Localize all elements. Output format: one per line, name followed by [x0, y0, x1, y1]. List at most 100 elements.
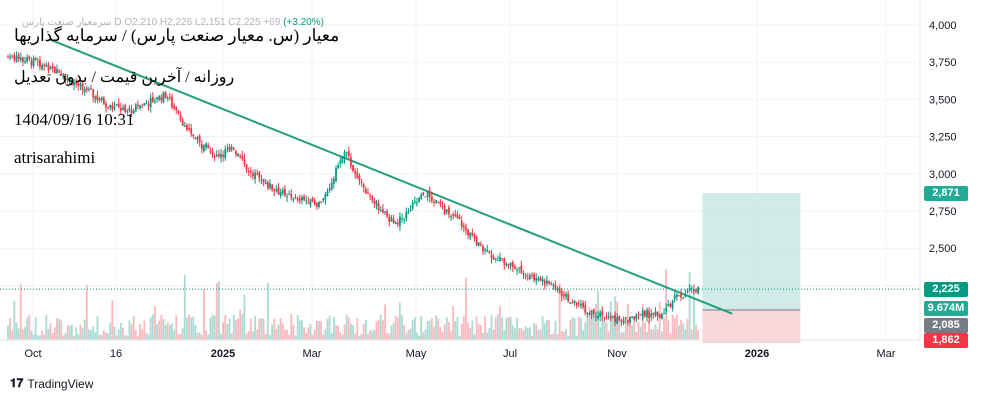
volume-bar: [565, 329, 567, 340]
volume-bar: [631, 325, 633, 340]
candle-body: [441, 206, 444, 208]
candle-body: [607, 316, 610, 318]
volume-bar: [592, 318, 595, 340]
candle-body: [117, 103, 120, 108]
candle-body: [222, 154, 225, 157]
volume-bar: [75, 327, 78, 340]
candle-body: [369, 195, 371, 197]
candle-body: [318, 201, 320, 207]
volume-bar: [641, 304, 644, 340]
candle-body: [684, 293, 687, 297]
volume-bar: [277, 324, 280, 340]
candle-body: [669, 303, 672, 307]
volume-bar: [162, 318, 165, 340]
candle-body: [462, 225, 465, 228]
candle-body: [407, 212, 410, 214]
candle-body: [450, 216, 452, 218]
candle-body: [656, 311, 659, 317]
candle-body: [130, 109, 133, 114]
candle-body: [119, 107, 122, 111]
volume-bar: [384, 304, 386, 340]
long-position-tool[interactable]: [702, 192, 801, 344]
volume-bar: [34, 317, 37, 340]
volume-bar: [537, 329, 540, 340]
volume-bar: [145, 332, 148, 340]
candle-body: [620, 320, 623, 322]
candle-body: [303, 196, 305, 201]
candle-body: [209, 150, 212, 152]
volume-bar: [350, 323, 352, 340]
candle-body: [92, 89, 95, 98]
volume-bar: [15, 322, 18, 340]
volume-bar: [88, 329, 90, 340]
volume-bar: [501, 317, 504, 340]
candle-body: [386, 211, 389, 217]
candle-body: [567, 293, 570, 302]
volume-bar: [443, 324, 446, 340]
candle-body: [688, 287, 691, 291]
candle-body: [203, 145, 205, 152]
volume-bar: [258, 318, 261, 340]
candle-body: [635, 314, 638, 320]
candle-body: [381, 208, 384, 214]
candle-body: [215, 154, 218, 157]
candle-body: [109, 104, 112, 108]
volume-bar: [656, 329, 659, 340]
volume-bar: [362, 323, 365, 340]
volume-bar: [175, 315, 178, 340]
volume-bar: [173, 330, 176, 340]
volume-bar: [663, 317, 665, 340]
candle-body: [420, 194, 423, 199]
volume-bar: [371, 330, 374, 340]
volume-bar: [156, 324, 158, 340]
candle-body: [230, 146, 233, 150]
volume-bar: [239, 309, 242, 340]
volume-bar: [584, 322, 587, 340]
volume-bar: [168, 325, 171, 340]
volume-bar: [416, 332, 418, 340]
candle-body: [663, 313, 665, 315]
candle-body: [505, 263, 508, 266]
candle-body: [77, 82, 80, 86]
candle-body: [102, 97, 105, 105]
volume-bar: [17, 328, 20, 340]
volume-bar: [245, 333, 248, 340]
candle-body: [39, 59, 41, 68]
volume-bar: [71, 324, 73, 340]
volume-bar: [203, 288, 205, 340]
volume-bar: [149, 316, 152, 340]
volume-bar: [682, 323, 685, 340]
volume-bar: [279, 318, 282, 340]
volume-bar: [45, 314, 48, 340]
volume-bar: [143, 320, 146, 340]
candle-body: [305, 200, 308, 202]
volume-bar: [22, 329, 24, 340]
candle-body: [51, 66, 54, 69]
volume-bar: [243, 294, 246, 340]
trend-line[interactable]: [50, 38, 733, 315]
volume-bar: [315, 320, 318, 340]
volume-bar: [445, 316, 448, 340]
ohlc-legend: سرمعیار صنعت پارس D O2,210 H2,226 L2,151…: [22, 17, 324, 28]
candle-body: [362, 184, 365, 188]
volume-bar: [360, 333, 363, 340]
volume-bar: [128, 320, 131, 340]
volume-bar: [237, 318, 239, 340]
volume-bar: [7, 325, 9, 340]
time-axis[interactable]: Oct 16 2025 Mar May Jul Nov 2026 Mar: [24, 348, 895, 360]
volume-bar: [658, 302, 661, 340]
candle-body: [266, 181, 269, 189]
candle-body: [661, 313, 663, 320]
volume-bar: [531, 335, 533, 340]
volume-bar: [543, 323, 546, 340]
candle-body: [139, 105, 141, 108]
candle-body: [654, 311, 657, 316]
candle-body: [609, 316, 612, 319]
candle-body: [145, 103, 148, 105]
candle-body: [335, 168, 337, 182]
volume-bar: [669, 333, 672, 340]
candle-body: [220, 153, 222, 158]
tradingview-brand[interactable]: 𝟏𝟕 TradingView: [10, 376, 93, 391]
volume-bar: [454, 321, 457, 340]
